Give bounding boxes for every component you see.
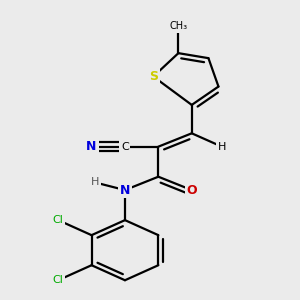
- Text: H: H: [91, 177, 99, 188]
- Text: H: H: [218, 142, 226, 152]
- Text: CH₃: CH₃: [169, 21, 188, 32]
- Text: N: N: [86, 140, 97, 153]
- Text: Cl: Cl: [53, 215, 64, 225]
- Text: Cl: Cl: [53, 275, 64, 285]
- Text: N: N: [120, 184, 130, 196]
- Text: C: C: [121, 142, 129, 152]
- Text: O: O: [186, 184, 197, 196]
- Text: S: S: [149, 70, 158, 83]
